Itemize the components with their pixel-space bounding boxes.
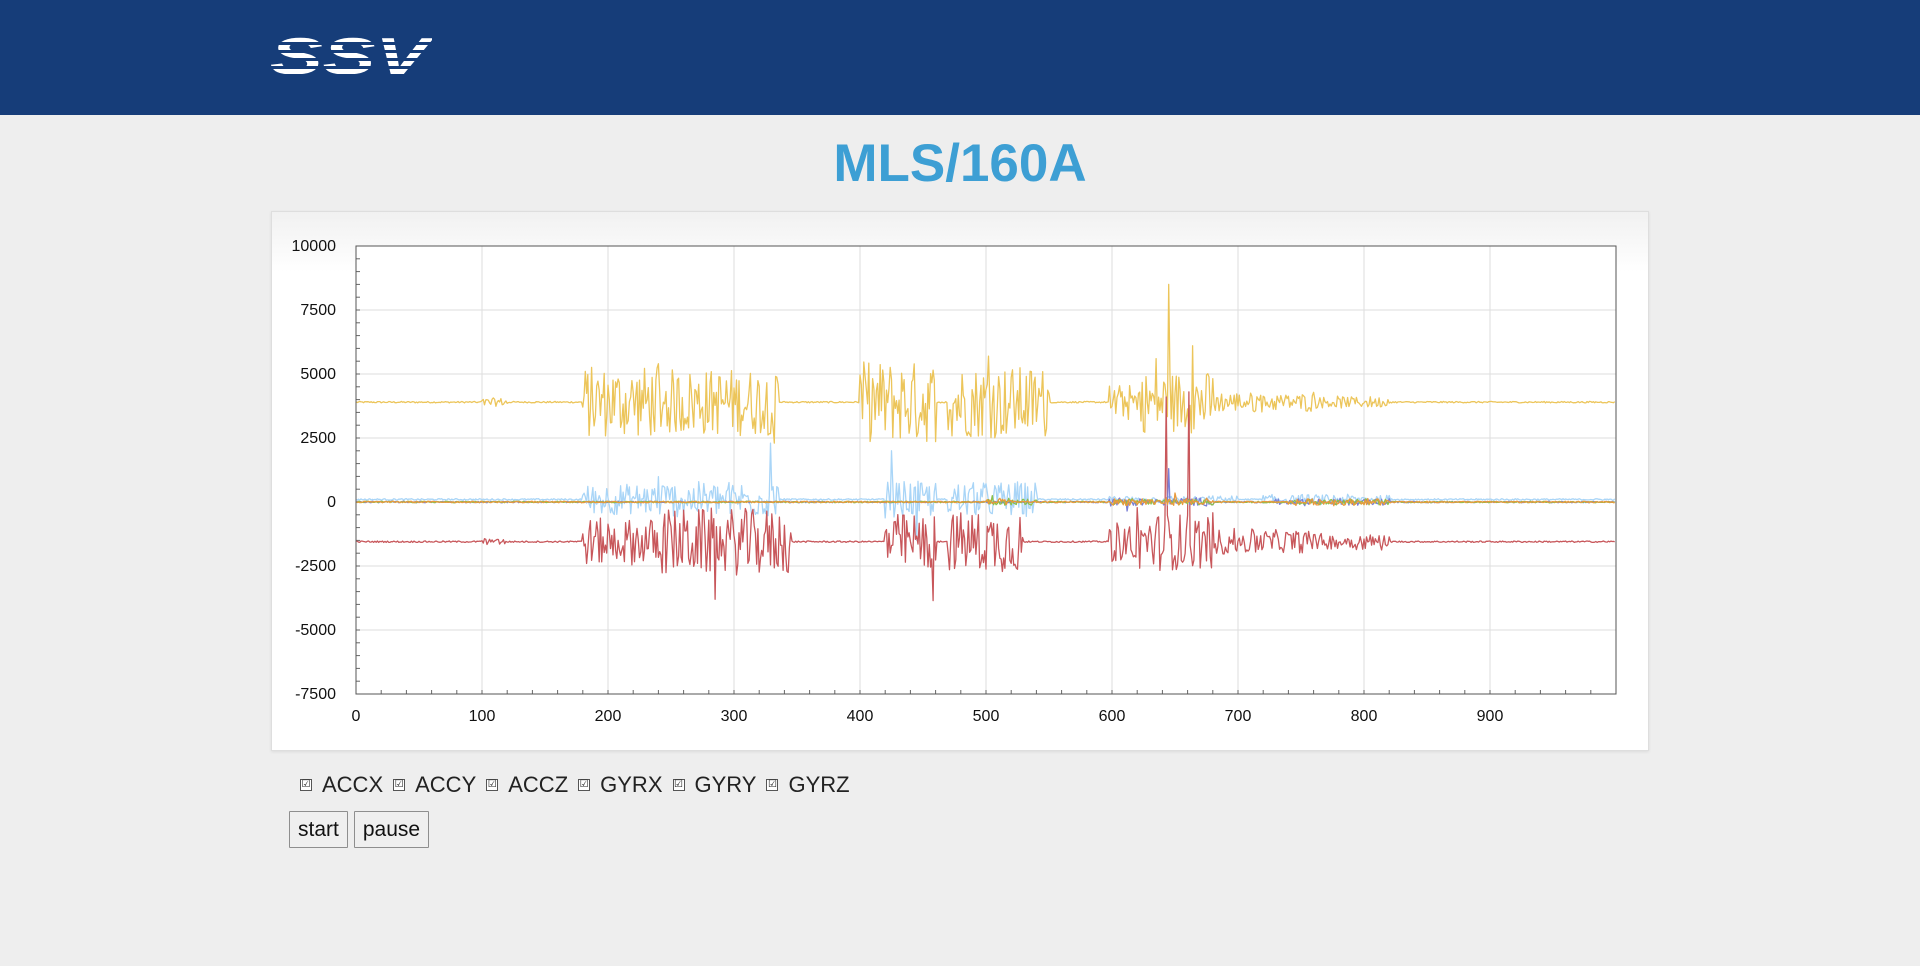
checkbox-icon[interactable]: ☑ (393, 779, 406, 791)
x-tick-label: 100 (469, 708, 496, 725)
x-tick-label: 400 (847, 708, 874, 725)
series-line-2 (355, 442, 1616, 542)
series-toggle-gyry[interactable]: ☑ GYRY (672, 772, 757, 798)
series-toggle-accy[interactable]: ☑ ACCY (393, 772, 476, 798)
series-line-1 (355, 283, 1616, 444)
y-tick-label: 10000 (292, 238, 337, 255)
series-toggle-label: GYRX (600, 772, 663, 797)
pause-button[interactable]: pause (353, 811, 430, 848)
line-chart: 0 100 200 300 400 500 600 700 800 900 10000 7500 500… (292, 238, 1617, 725)
series-toggle-gyrz[interactable]: ☑ GYRZ (766, 772, 850, 798)
series-toggle-accx[interactable]: ☑ ACCX (300, 772, 383, 798)
series-toggle-label: GYRZ (788, 772, 850, 797)
y-tick-label: -2500 (295, 558, 336, 575)
y-tick-label: -7500 (295, 686, 336, 703)
x-tick-label: 800 (1351, 708, 1378, 725)
series-line-3 (355, 391, 1615, 602)
series-toggle-accz[interactable]: ☑ ACCZ (486, 772, 568, 798)
x-tick-label: 0 (352, 708, 361, 725)
checkbox-icon[interactable]: ☑ (486, 779, 499, 791)
y-tick-label: 0 (327, 494, 336, 511)
logo-text: SSV (270, 36, 432, 79)
x-tick-label: 300 (721, 708, 748, 725)
series-toggle-label: ACCX (322, 772, 384, 797)
x-tick-label: 600 (1099, 708, 1126, 725)
top-header-bar: SSV (0, 0, 1920, 115)
series-toggle-row: ☑ ACCX ☑ ACCY ☑ ACCZ ☑ GYRX ☑ GYRY ☑ GYRZ (300, 770, 860, 800)
chart-panel: 0 100 200 300 400 500 600 700 800 900 10000 7500 500… (271, 211, 1649, 751)
y-tick-label: 5000 (300, 366, 336, 383)
x-tick-label: 900 (1477, 708, 1504, 725)
y-tick-label: 7500 (300, 302, 336, 319)
checkbox-icon[interactable]: ☑ (672, 779, 685, 791)
control-buttons: start pause (289, 811, 435, 848)
page-title: MLS/160A (833, 134, 1087, 193)
checkbox-icon[interactable]: ☑ (578, 779, 591, 791)
series-toggle-label: GYRY (694, 772, 757, 797)
x-tick-label: 200 (595, 708, 622, 725)
y-tick-label: 2500 (300, 430, 336, 447)
series-toggle-label: ACCY (415, 772, 477, 797)
start-button[interactable]: start (289, 811, 348, 848)
checkbox-icon[interactable]: ☑ (300, 779, 312, 791)
x-tick-label: 700 (1225, 708, 1252, 725)
y-tick-label: -5000 (295, 622, 336, 639)
series-line-6 (355, 492, 1615, 507)
series-toggle-label: ACCZ (508, 772, 569, 797)
series-toggle-gyrx[interactable]: ☑ GYRX (578, 772, 663, 798)
x-tick-label: 500 (973, 708, 1000, 725)
plot-frame (355, 245, 1617, 695)
checkbox-icon[interactable]: ☑ (766, 779, 779, 791)
ssv-logo: SSV (270, 36, 432, 79)
